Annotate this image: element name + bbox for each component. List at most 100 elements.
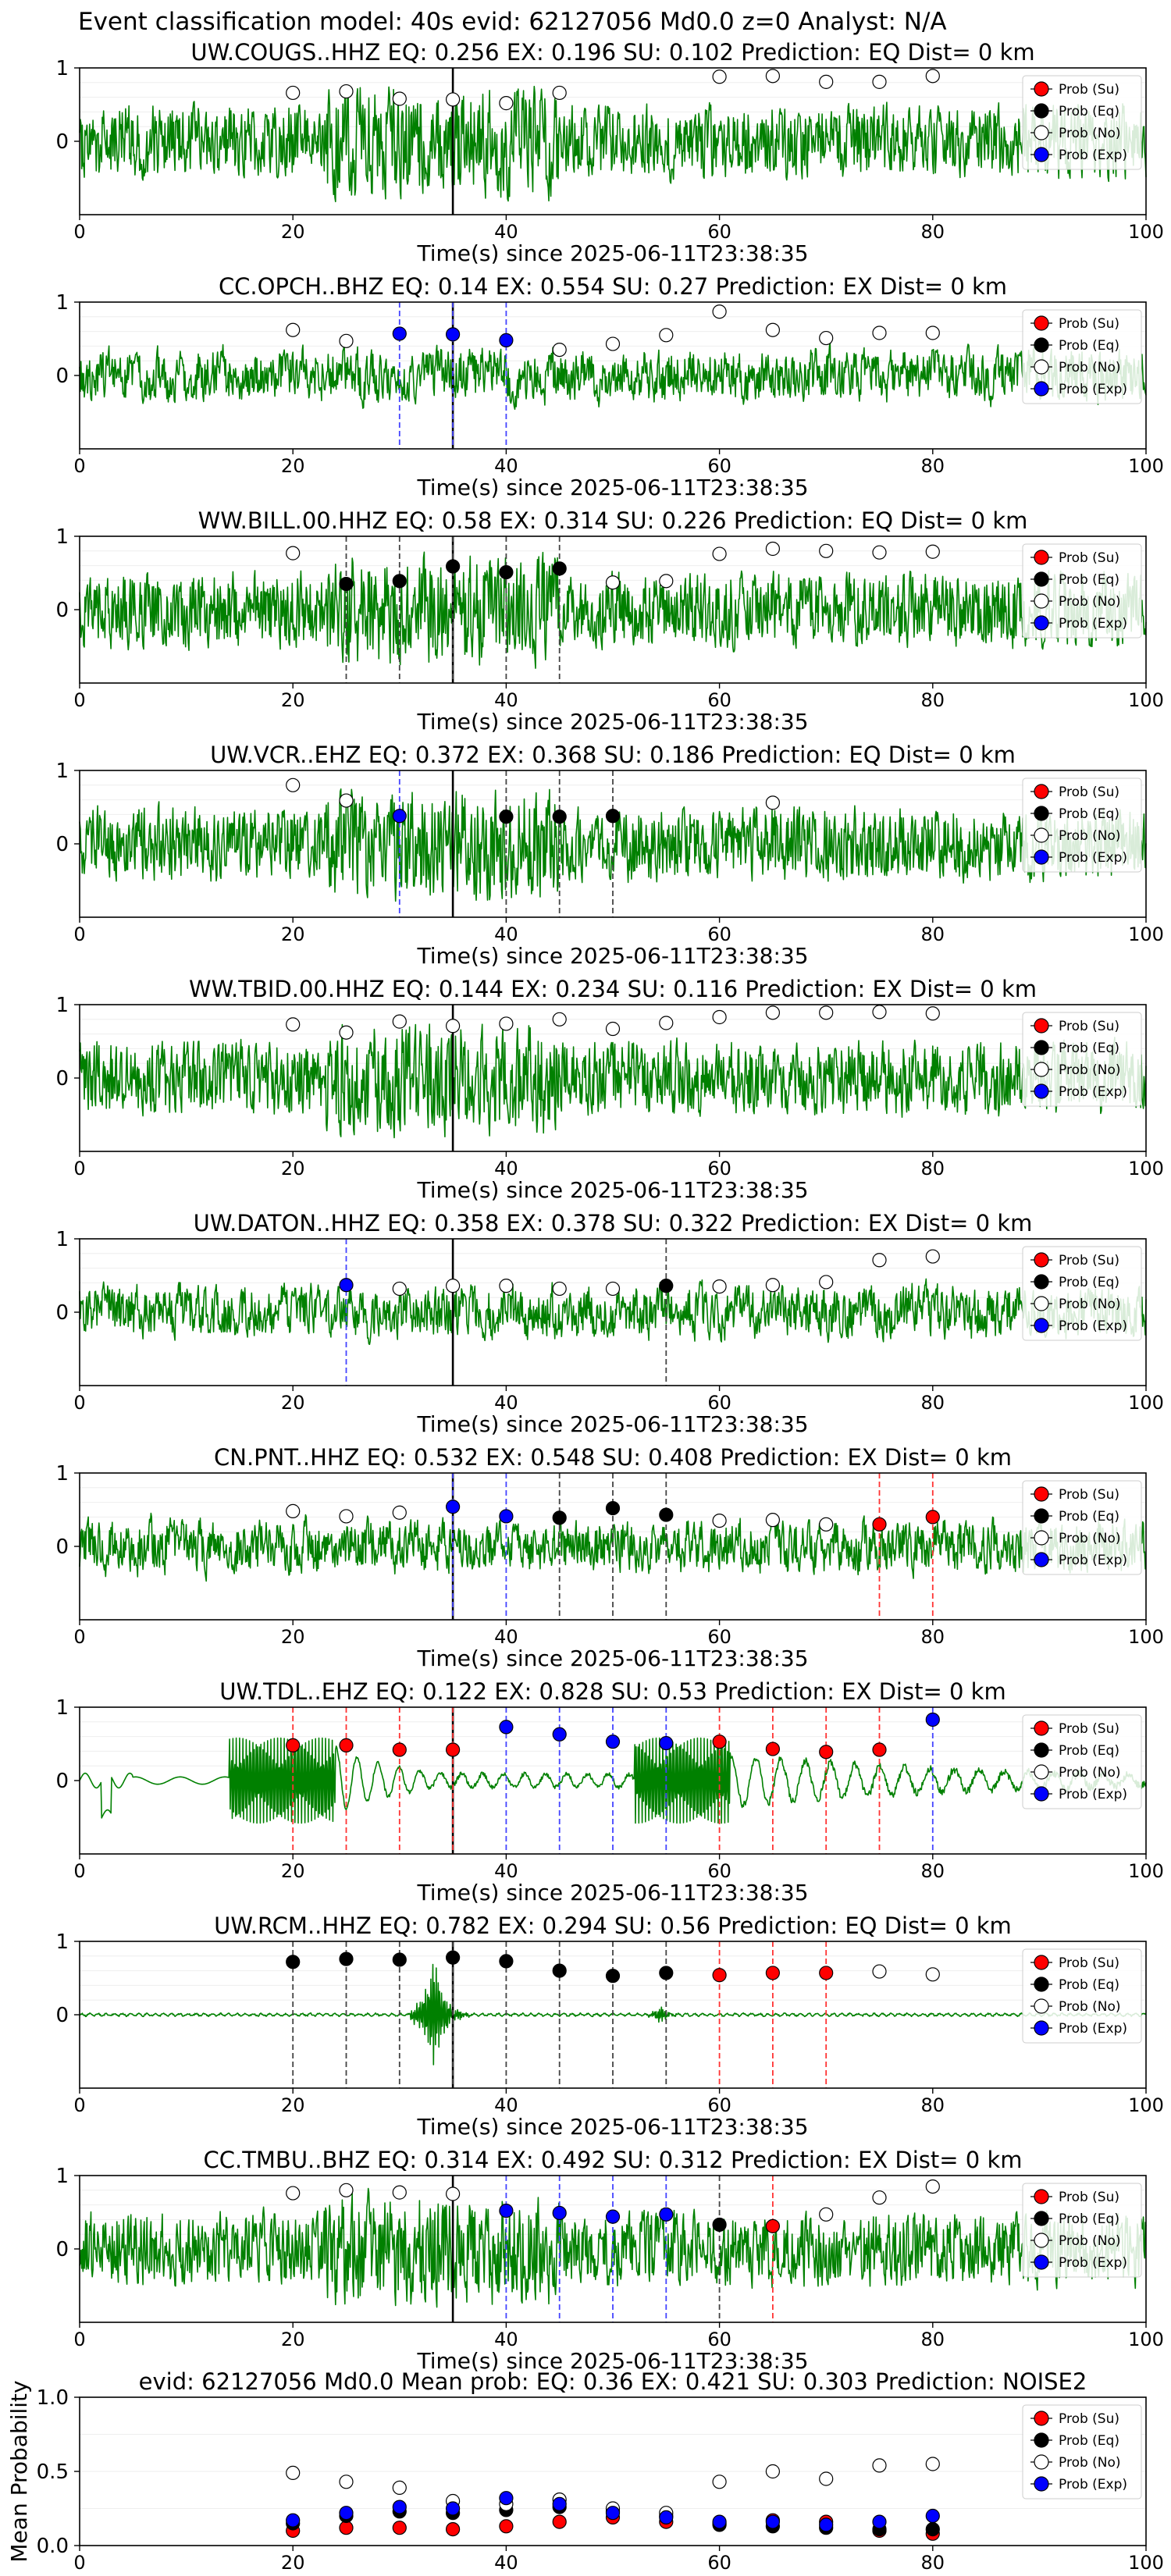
figure-title: Event classification model: 40s evid: 62…	[78, 8, 947, 36]
prob-point-eq	[339, 1952, 354, 1966]
y-tick-label: 0	[55, 1770, 69, 1793]
waveform-trace	[79, 85, 1147, 203]
prob-point-exp	[605, 1735, 621, 1749]
y-tick-label: 0	[55, 2238, 69, 2261]
x-tick-label: 0	[73, 1392, 85, 1414]
prob-point-eq	[499, 809, 514, 824]
prob-point-exp	[659, 2207, 674, 2222]
legend-marker-su	[1034, 1955, 1049, 1970]
x-tick-label: 80	[921, 1626, 945, 1648]
x-tick-label: 80	[921, 1392, 945, 1414]
legend-marker-su	[1034, 1486, 1049, 1502]
prob-point-no	[765, 541, 781, 557]
legend-marker-no	[1034, 125, 1049, 141]
prob-point-no	[286, 546, 301, 560]
x-tick-label: 0	[73, 1860, 85, 1882]
waveform-trace	[79, 342, 1147, 410]
y-axis-label: Mean Probability	[6, 2380, 32, 2562]
panel-title: WW.BILL.00.HHZ EQ: 0.58 EX: 0.314 SU: 0.…	[198, 507, 1028, 534]
mean-point-no	[392, 2480, 407, 2495]
prob-point-no	[712, 304, 727, 319]
prob-point-no	[872, 1253, 887, 1268]
legend-marker-no	[1034, 2454, 1049, 2470]
prob-point-no	[339, 333, 354, 348]
prob-point-exp	[445, 327, 461, 342]
prob-point-eq	[552, 561, 567, 576]
x-tick-label: 0	[73, 1626, 85, 1648]
x-axis-label: Time(s) since 2025-06-11T23:38:35	[416, 2114, 808, 2140]
prob-point-eq	[552, 809, 567, 824]
prob-point-su	[286, 1738, 301, 1752]
prob-point-no	[712, 69, 727, 84]
prob-point-eq	[445, 1950, 461, 1965]
prob-point-su	[765, 2218, 781, 2233]
x-tick-label: 20	[281, 221, 305, 243]
prob-point-no	[392, 1505, 407, 1520]
y-tick-label: 1	[55, 1696, 69, 1720]
legend-marker-eq	[1034, 1976, 1049, 1992]
prob-point-no	[552, 343, 567, 358]
prob-point-no	[712, 1279, 727, 1294]
x-tick-label: 0	[73, 455, 85, 477]
legend-marker-exp	[1034, 1318, 1049, 1333]
panel-10: CC.TMBU..BHZ EQ: 0.314 EX: 0.492 SU: 0.3…	[55, 2147, 1163, 2374]
prob-point-exp	[605, 2209, 621, 2224]
prob-point-eq	[339, 576, 354, 592]
y-tick-label: 0.5	[37, 2460, 69, 2484]
x-axis-label: Time(s) since 2025-06-11T23:38:35	[416, 943, 808, 969]
x-axis-label: Time(s) since 2025-06-11T23:38:35	[416, 709, 808, 735]
legend-label-eq: Prob (Eq)	[1059, 1509, 1119, 1525]
y-tick-label: 0	[55, 1535, 69, 1559]
prob-point-no	[712, 546, 727, 561]
panel-title: UW.TDL..EHZ EQ: 0.122 EX: 0.828 SU: 0.53…	[219, 1678, 1005, 1705]
prob-point-no	[872, 1964, 887, 1979]
panel-3: WW.BILL.00.HHZ EQ: 0.58 EX: 0.314 SU: 0.…	[55, 507, 1163, 735]
mean-point-exp	[712, 2514, 727, 2529]
x-tick-label: 40	[494, 1158, 518, 1179]
x-tick-label: 20	[281, 1392, 305, 1414]
mean-point-su	[499, 2519, 514, 2534]
prob-point-no	[872, 545, 887, 560]
prob-point-eq	[552, 1963, 567, 1978]
prob-point-exp	[499, 1720, 514, 1735]
waveform-trace	[79, 1278, 1147, 1345]
prob-point-no	[286, 2186, 301, 2201]
x-tick-label: 20	[281, 923, 305, 945]
prob-point-eq	[659, 1966, 674, 1980]
prob-point-no	[339, 2183, 354, 2197]
panel-title: evid: 62127056 Md0.0 Mean prob: EQ: 0.36…	[139, 2368, 1087, 2395]
legend-label-su: Prob (Su)	[1059, 785, 1119, 800]
prob-point-exp	[552, 2205, 567, 2221]
prob-point-no	[765, 69, 781, 84]
legend-label-exp: Prob (Exp)	[1059, 1318, 1127, 1334]
legend-label-exp: Prob (Exp)	[1059, 2021, 1127, 2037]
x-tick-label: 100	[1128, 1158, 1164, 1179]
legend-box	[1022, 1480, 1142, 1575]
panel-title: UW.RCM..HHZ EQ: 0.782 EX: 0.294 SU: 0.56…	[214, 1912, 1012, 1939]
legend-label-su: Prob (Su)	[1059, 550, 1119, 566]
panel-1: UW.COUGS..HHZ EQ: 0.256 EX: 0.196 SU: 0.…	[55, 39, 1163, 266]
x-tick-label: 100	[1128, 455, 1164, 477]
x-tick-label: 40	[494, 1860, 518, 1882]
legend-label-eq: Prob (Eq)	[1059, 1041, 1119, 1056]
x-tick-label: 100	[1128, 2094, 1164, 2116]
mean-point-su	[339, 2521, 354, 2535]
panel-title: UW.DATON..HHZ EQ: 0.358 EX: 0.378 SU: 0.…	[194, 1210, 1033, 1236]
legend-label-no: Prob (No)	[1059, 126, 1121, 141]
x-tick-label: 0	[73, 2329, 85, 2350]
legend-label-exp: Prob (Exp)	[1059, 148, 1127, 163]
x-tick-label: 60	[707, 455, 731, 477]
prob-point-no	[605, 336, 621, 351]
prob-point-no	[712, 1513, 727, 1528]
prob-point-no	[819, 74, 834, 89]
x-tick-label: 40	[494, 1392, 518, 1414]
prob-point-no	[339, 1509, 354, 1524]
prob-point-su	[339, 1738, 354, 1752]
x-tick-label: 60	[707, 2552, 731, 2574]
legend-marker-no	[1034, 1530, 1049, 1546]
prob-point-no	[392, 91, 407, 106]
y-tick-label: 0.0	[37, 2535, 69, 2558]
prob-point-no	[552, 1012, 567, 1026]
x-tick-label: 60	[707, 1860, 731, 1882]
mean-point-no	[819, 2471, 834, 2486]
